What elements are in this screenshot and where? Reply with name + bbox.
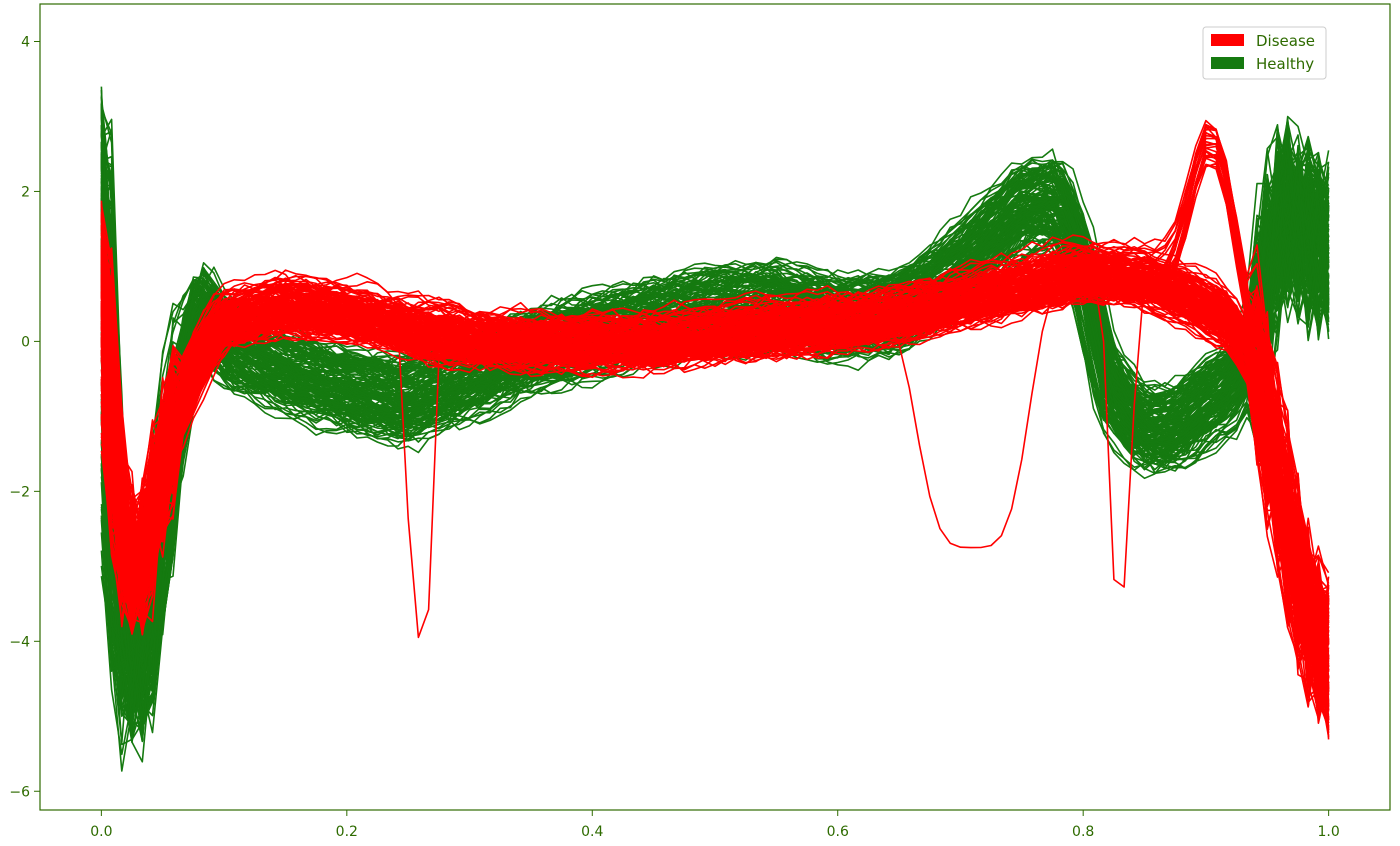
series-line-healthy [100,166,1330,691]
series-line-disease [100,285,1330,686]
series-line-healthy [100,174,1330,707]
y-tick-label: −2 [9,484,30,500]
series-line-disease-outlier [100,251,1330,657]
series-line-disease [100,286,1330,708]
legend: Disease Healthy [1202,26,1327,80]
series-line-disease [100,125,1330,629]
x-tick-label: 0.2 [336,824,358,840]
x-tick-label: 0.0 [90,824,112,840]
plot-area [100,86,1330,772]
axes-frame [39,3,1391,811]
y-ticks: 4 2 0 −2 −4 −6 [9,34,40,800]
series-line-disease [100,123,1330,719]
series-line-disease [100,224,1330,601]
legend-label-disease: Disease [1256,32,1315,50]
series-line-healthy [100,133,1330,661]
series-line-disease [100,162,1330,670]
series-line-disease [100,247,1330,681]
x-ticks: 0.0 0.2 0.4 0.6 0.8 1.0 [90,810,1340,840]
axes [39,3,1391,811]
x-tick-label: 0.8 [1072,824,1094,840]
x-tick-label: 0.4 [581,824,603,840]
y-tick-label: −6 [9,784,30,800]
x-tick-label: 1.0 [1318,824,1340,840]
legend-swatch-healthy [1211,57,1244,69]
y-tick-label: 4 [21,34,30,50]
series-line-healthy [100,96,1329,742]
series-line-healthy [100,146,1330,695]
x-tick-label: 0.6 [827,824,849,840]
series-line-disease [100,213,1330,668]
legend-swatch-disease [1211,34,1244,46]
y-tick-label: −4 [9,634,30,650]
y-tick-label: 0 [21,334,30,350]
y-tick-label: 2 [21,184,30,200]
legend-label-healthy: Healthy [1256,55,1314,73]
